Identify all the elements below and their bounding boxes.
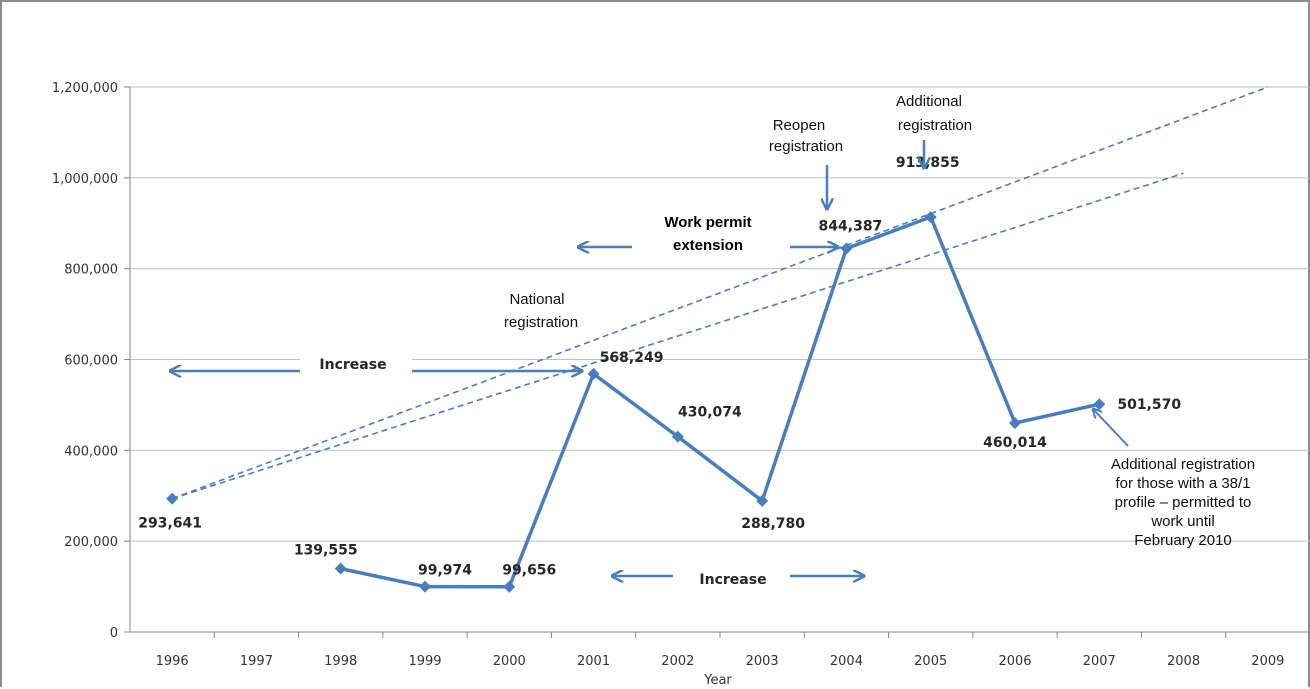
series-segment xyxy=(507,372,596,589)
data-label: 99,974 xyxy=(418,563,472,579)
x-tick-label: 2006 xyxy=(998,654,1031,669)
data-point-marker xyxy=(840,242,853,255)
data-label: 913,855 xyxy=(896,155,960,171)
x-tick-label: 2000 xyxy=(493,654,526,669)
x-tick-label: 1999 xyxy=(408,654,441,669)
y-tick-label: 1,200,000 xyxy=(52,81,118,96)
annotation-work-permit-line1: Work permit xyxy=(664,214,751,231)
annotation-additional-line1: Additional xyxy=(896,93,962,110)
trendline xyxy=(171,172,1184,500)
series-segment xyxy=(844,215,933,251)
data-series xyxy=(166,210,1106,593)
trendlines xyxy=(171,86,1269,500)
annotation-national-registration-line1: National xyxy=(509,291,564,308)
annotation-note-line2: for those with a 38/1 xyxy=(1115,475,1250,492)
series-segment xyxy=(1013,402,1102,425)
annotations: National registration Work permit extens… xyxy=(170,93,1255,588)
data-label: 99,656 xyxy=(502,563,556,579)
y-axis-ticks: 0 200,000 400,000 600,000 800,000 1,000,000 1,… xyxy=(52,81,118,641)
y-tick-label: 0 xyxy=(110,626,118,641)
x-tick-label: 2005 xyxy=(914,654,947,669)
data-point-marker xyxy=(756,494,769,507)
data-point-marker xyxy=(1009,417,1021,430)
series-segment xyxy=(338,566,427,589)
x-tick-label: 1996 xyxy=(156,654,189,669)
annotation-increase-left: Increase xyxy=(319,357,386,373)
x-tick-label: 2002 xyxy=(661,654,694,669)
y-tick-label: 800,000 xyxy=(64,263,118,278)
data-point-marker xyxy=(503,580,516,593)
x-tick-label: 2009 xyxy=(1251,654,1284,669)
data-point-marker xyxy=(419,580,431,593)
series-segment xyxy=(676,434,764,503)
data-label: 293,641 xyxy=(138,516,202,532)
x-tick-label: 2003 xyxy=(746,654,779,669)
y-tick-label: 600,000 xyxy=(64,354,118,369)
x-tick-label: 1998 xyxy=(324,654,357,669)
data-point-marker xyxy=(166,492,179,505)
data-label: 568,249 xyxy=(600,350,664,366)
data-label: 139,555 xyxy=(294,543,358,559)
data-labels: 293,641 139,555 99,974 99,656 568,249 430,074… xyxy=(138,155,1181,579)
trendline xyxy=(171,86,1269,500)
x-tick-label: 2001 xyxy=(577,654,610,669)
annotation-note-line4: work until xyxy=(1150,513,1214,530)
x-axis-label: Year xyxy=(703,673,732,688)
x-tick-label: 2008 xyxy=(1167,654,1200,669)
annotation-increase-mid: Increase xyxy=(699,572,766,588)
additional-note-arrow xyxy=(1093,409,1129,447)
x-tick-label: 2007 xyxy=(1083,654,1116,669)
data-point-marker xyxy=(671,430,684,443)
y-tick-label: 200,000 xyxy=(64,535,118,550)
annotation-note-line5: February 2010 xyxy=(1134,532,1232,549)
annotation-reopen-line1: Reopen xyxy=(773,117,826,134)
data-label: 501,570 xyxy=(1117,397,1181,413)
annotation-note-line3: profile – permitted to xyxy=(1115,494,1252,511)
data-label: 844,387 xyxy=(819,219,883,235)
data-label: 430,074 xyxy=(678,405,742,421)
x-axis-ticks: 1996 1997 1998 1999 2000 2001 2002 2003 2004 2005… xyxy=(156,654,1285,669)
data-point-marker xyxy=(334,562,347,575)
annotation-reopen-line2: registration xyxy=(769,138,843,155)
annotation-national-registration-line2: registration xyxy=(504,314,578,331)
data-point-marker xyxy=(587,367,600,380)
data-point-marker xyxy=(924,210,937,223)
gridlines xyxy=(124,86,1310,638)
series-segment xyxy=(591,372,680,439)
y-tick-label: 1,000,000 xyxy=(52,172,118,187)
series-segment xyxy=(928,215,1017,425)
annotation-additional-line2: registration xyxy=(898,117,972,134)
series-segment xyxy=(760,246,849,503)
x-tick-label: 1997 xyxy=(240,654,273,669)
annotation-work-permit-line2: extension xyxy=(673,237,743,254)
data-label: 288,780 xyxy=(741,516,805,532)
data-label: 460,014 xyxy=(983,435,1047,451)
y-tick-label: 400,000 xyxy=(64,444,118,459)
annotation-note-line1: Additional registration xyxy=(1111,456,1255,473)
x-tick-label: 2004 xyxy=(830,654,863,669)
data-point-marker xyxy=(1093,398,1106,411)
